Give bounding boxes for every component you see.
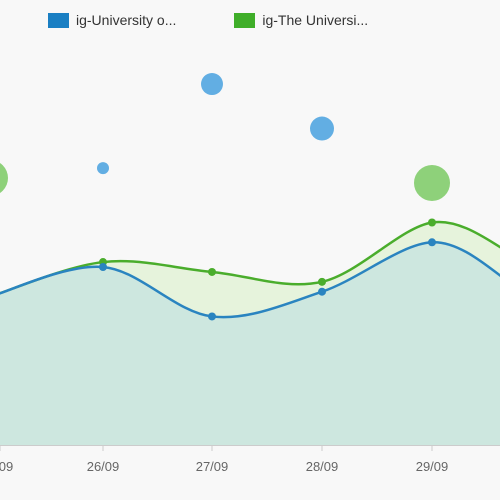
point-series-2 [428,218,436,227]
x-tick-label: 27/09 [196,459,229,474]
x-tick-label: 29/09 [416,459,449,474]
point-series-1 [318,287,326,296]
legend-item-series-1[interactable]: ig-University o... [48,12,176,28]
bubble-series-1 [201,73,223,96]
point-series-2 [318,277,326,286]
x-tick-label: 09 [0,459,13,474]
legend-swatch-series-2 [234,12,256,28]
legend-label-series-1: ig-University o... [76,12,177,28]
x-tick-label: 26/09 [87,459,120,474]
x-tick-label: 28/09 [306,459,339,474]
point-series-1 [208,312,216,321]
bubble-series-2 [0,163,8,193]
point-series-1 [428,238,436,247]
area-series-1 [0,242,500,445]
bubble-series-1 [310,116,334,141]
point-series-1 [99,263,107,271]
legend-swatch-series-1 [48,12,69,28]
bubble-series-1 [97,162,109,175]
point-series-2 [208,267,216,276]
legend-label-series-2: ig-The Universi... [262,12,369,28]
legend: ig-University o... ig-The Universi... [48,12,368,28]
bubble-series-2 [414,164,450,201]
legend-item-series-2[interactable]: ig-The Universi... [234,12,368,28]
